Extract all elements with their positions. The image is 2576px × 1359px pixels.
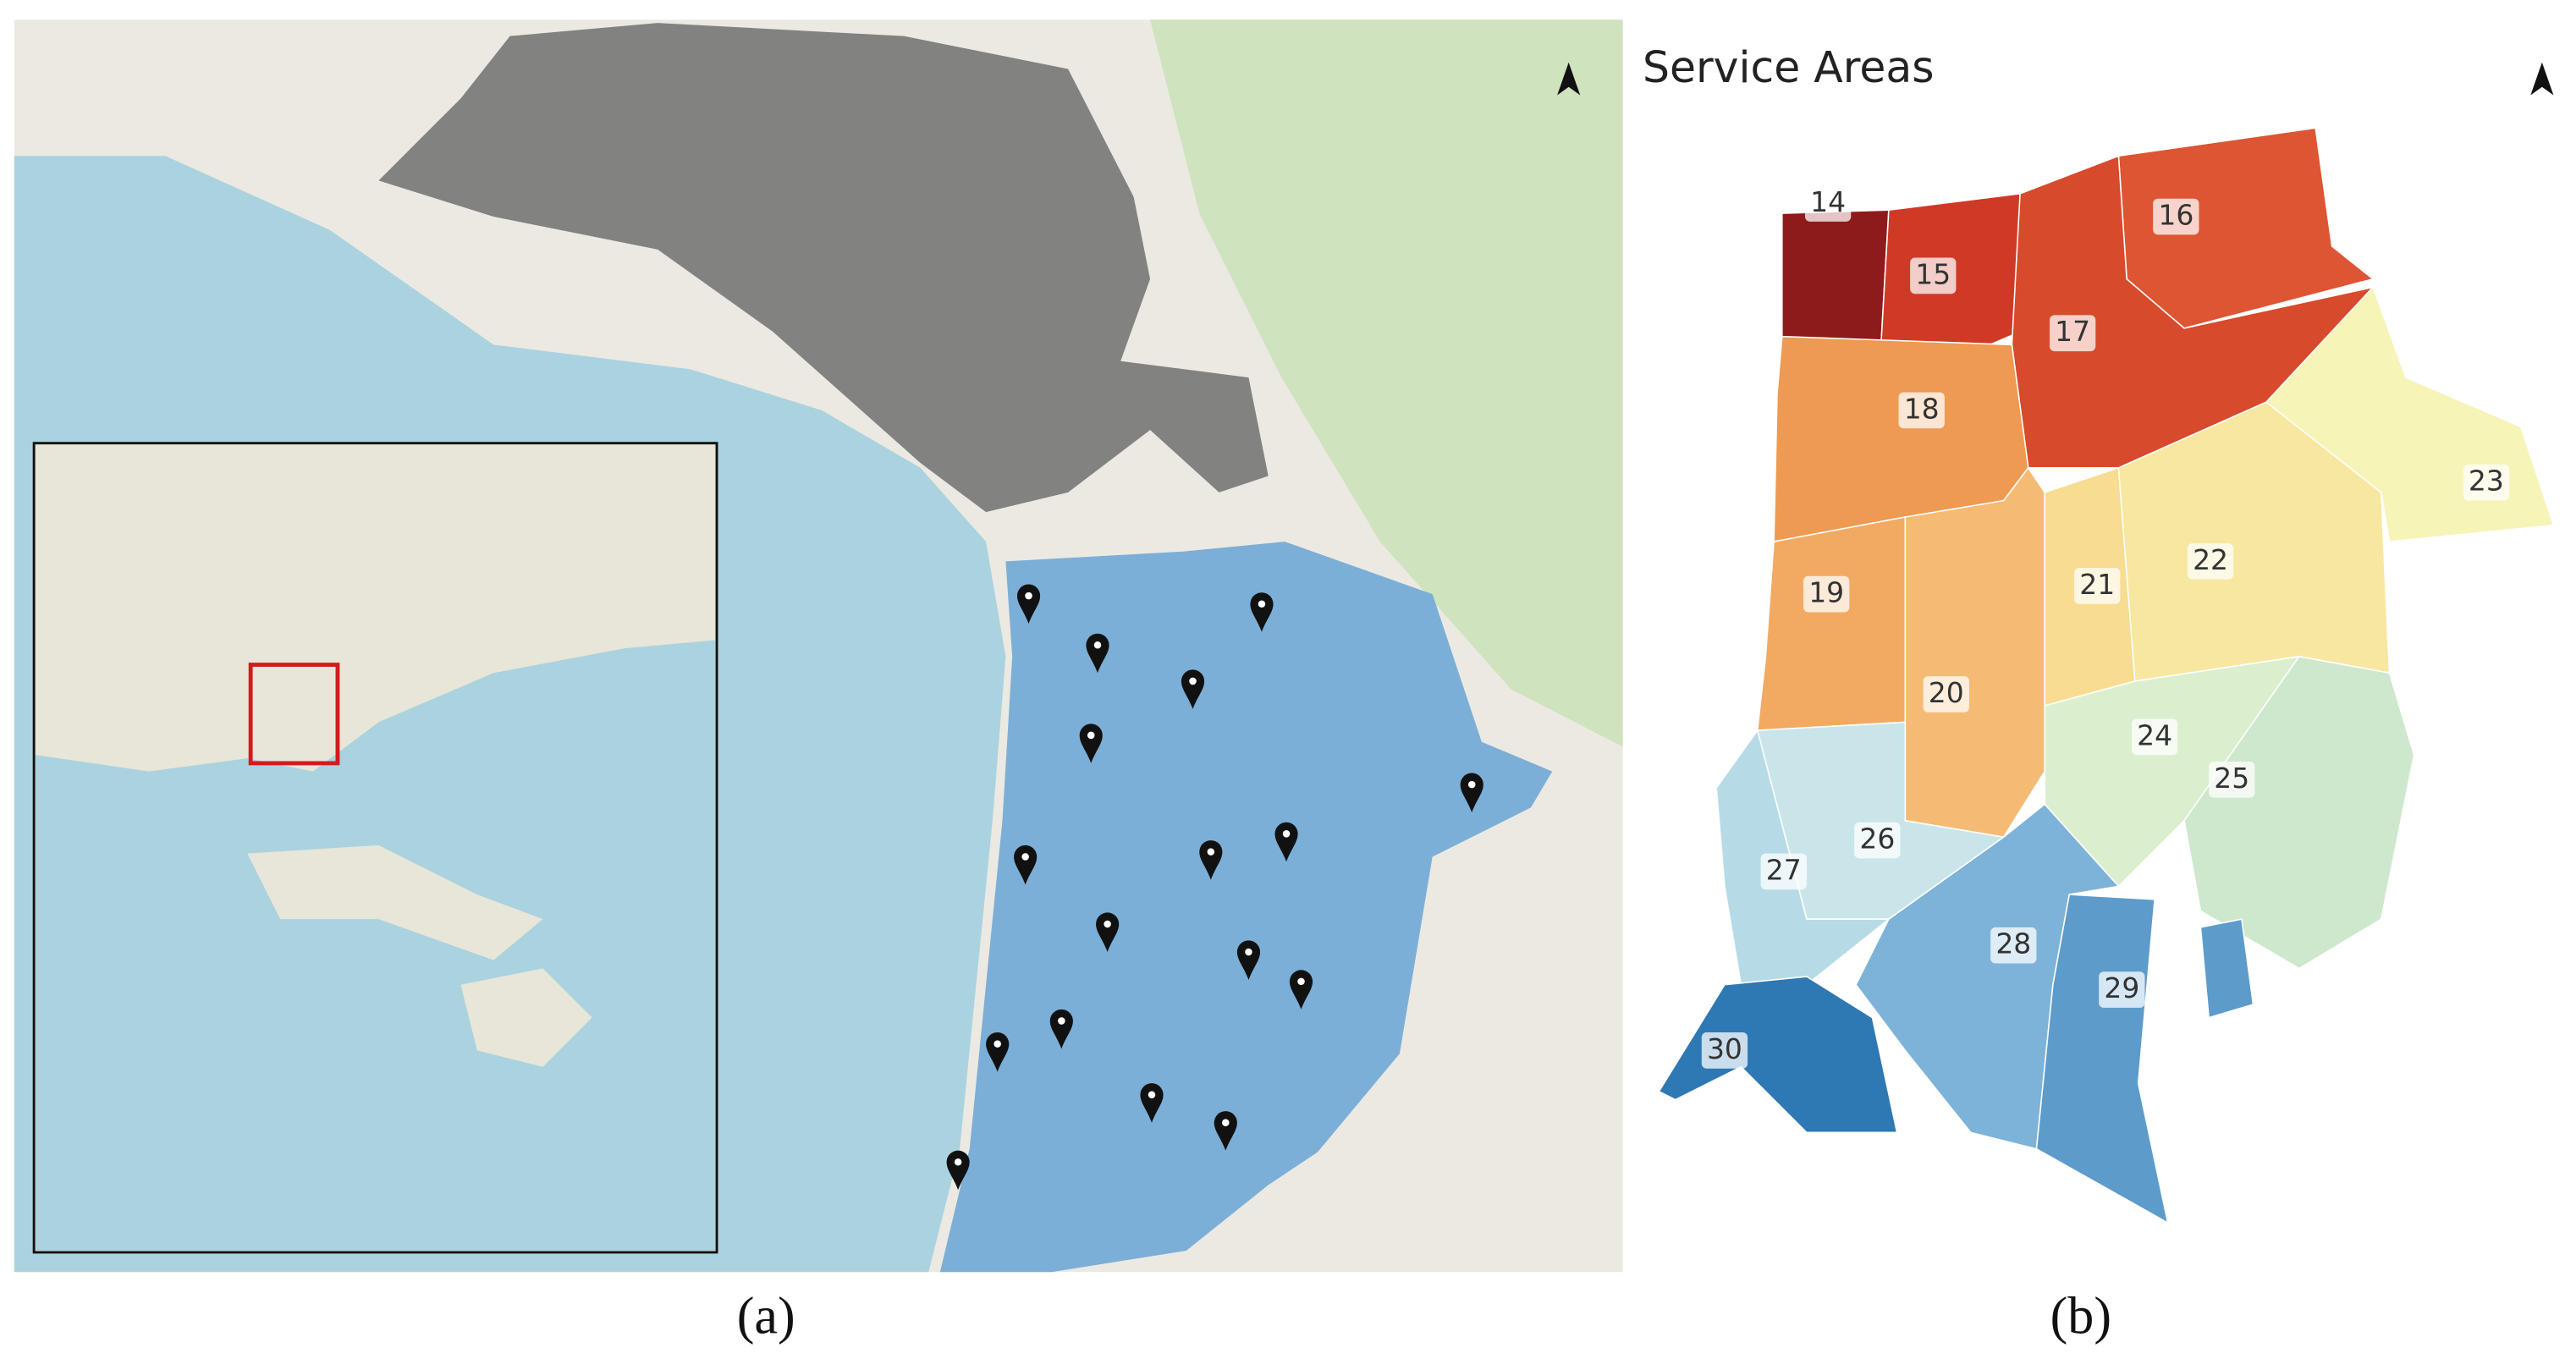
label-halo [1923, 676, 1969, 713]
label-halo [2074, 568, 2121, 604]
area-label: 19 [1808, 576, 1844, 609]
area-label: 30 [1707, 1032, 1742, 1065]
marker-dot [1104, 920, 1111, 928]
location-marker [1199, 840, 1223, 880]
markers [946, 584, 1483, 1191]
panel-label: (b) [2050, 1288, 2111, 1345]
label-halo [2463, 464, 2510, 501]
marker-dot [1087, 731, 1095, 740]
marker-dot [1093, 641, 1102, 649]
location-marker [1049, 1009, 1073, 1049]
area-label: 25 [2214, 762, 2249, 795]
location-marker [1140, 1083, 1164, 1123]
area-label: 18 [1904, 392, 1940, 425]
location-marker [1236, 940, 1261, 980]
area-label: 26 [1859, 823, 1895, 856]
label-halo [2153, 198, 2199, 235]
inset-peninsulas [247, 845, 592, 1067]
label-halo [2187, 543, 2234, 580]
label-halo [1910, 257, 1957, 294]
location-marker [1460, 773, 1483, 813]
marker-dot [1245, 948, 1252, 956]
location-marker [1079, 724, 1103, 763]
label-halo [2049, 315, 2096, 352]
location-marker [986, 1032, 1010, 1072]
label-halo [1760, 853, 1807, 890]
label-halo [1990, 927, 2037, 964]
marker-dot [1207, 848, 1215, 856]
inset-extent-box [248, 663, 340, 766]
marker-dot [1148, 1091, 1156, 1098]
marker-dot [1189, 677, 1197, 685]
location-marker [1250, 592, 1274, 632]
panel-a: (a) [14, 19, 1623, 1345]
location-marker [1014, 845, 1038, 885]
area-label: 14 [1810, 185, 1846, 218]
service-area [1781, 209, 1890, 354]
location-marker [1289, 970, 1313, 1010]
area-label: 21 [2079, 568, 2115, 601]
north-arrow [1557, 62, 1581, 96]
inset-sea [36, 640, 716, 1251]
area-label: 27 [1766, 853, 1802, 886]
service-area [1658, 976, 1898, 1134]
north-arrow [2530, 62, 2554, 96]
location-marker [1274, 822, 1298, 862]
location-marker [1214, 1111, 1237, 1151]
area-label: 15 [1915, 257, 1951, 290]
service-area [1715, 729, 1891, 986]
marker-dot [1467, 780, 1476, 789]
area-label: 22 [2193, 543, 2228, 576]
panel-title: Service Areas [1643, 42, 1935, 92]
marker-dot [1021, 853, 1029, 861]
location-marker [1181, 669, 1205, 709]
marker-dot [1025, 591, 1032, 600]
marker-dot [1258, 600, 1266, 608]
area-label: 20 [1929, 676, 1964, 709]
location-marker [1096, 912, 1120, 952]
label-halo [1854, 822, 1901, 859]
label-halo [2209, 761, 2255, 798]
marker-dot [994, 1040, 1001, 1048]
marker-dot [1297, 977, 1305, 986]
label-halo [1898, 392, 1945, 429]
location-marker [1086, 633, 1109, 674]
area-label: 29 [2104, 971, 2139, 1004]
area-label: 28 [1995, 927, 2031, 960]
map-forest [1150, 19, 1623, 747]
study-area-north [378, 23, 1269, 513]
label-halo [2131, 718, 2178, 756]
location-marker [946, 1150, 970, 1191]
area-label: 24 [2137, 718, 2172, 751]
panel-label: (a) [737, 1288, 795, 1345]
marker-dot [1282, 830, 1291, 838]
label-halo [1701, 1032, 1748, 1069]
location-marker [1016, 584, 1041, 624]
label-halo [1803, 575, 1850, 613]
area-label: 16 [2158, 199, 2193, 232]
area-label: 17 [2055, 315, 2090, 348]
service-area [1756, 516, 1907, 731]
label-halo [2099, 971, 2145, 1008]
service-area [1904, 466, 2045, 839]
label-halo [1804, 185, 1852, 222]
panel-b: Service Areas (b) 14 15 16 17 18 19 20 21 22 23 24… [1643, 42, 2555, 1345]
service-area [2035, 894, 2254, 1224]
area-label: 23 [2469, 465, 2504, 498]
marker-dot [954, 1158, 962, 1166]
service-area [2183, 655, 2415, 970]
marker-dot [1222, 1119, 1230, 1126]
marker-dot [1058, 1017, 1065, 1025]
